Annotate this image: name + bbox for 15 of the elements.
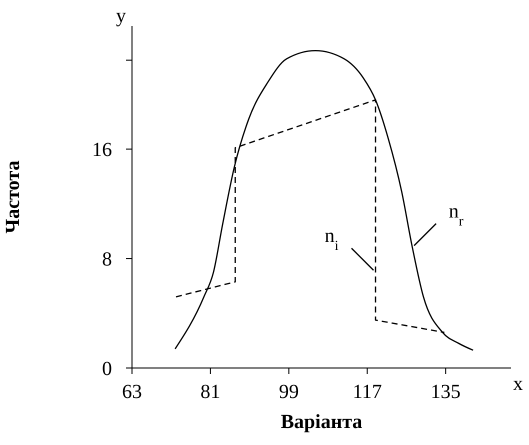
y-tick-label: 0 <box>102 358 112 380</box>
x-tick-label: 81 <box>200 381 220 404</box>
annotation: n$_{r}$ <box>448 200 464 230</box>
text: x <box>513 373 523 395</box>
x-axis-title: Варіанта <box>280 411 362 433</box>
x-tick-label: 99 <box>278 381 299 404</box>
y-tick-label: 16 <box>92 139 112 162</box>
text: y <box>116 5 126 27</box>
x-tick-label: 63 <box>122 381 142 404</box>
annotation: n$_{i}$ <box>324 225 339 254</box>
y-tick-label: 8 <box>102 248 112 271</box>
line-series <box>174 50 474 351</box>
y-axis-title: Частота <box>2 160 24 234</box>
x-tick-label: 135 <box>430 381 461 404</box>
x-tick-label: 117 <box>352 381 382 404</box>
